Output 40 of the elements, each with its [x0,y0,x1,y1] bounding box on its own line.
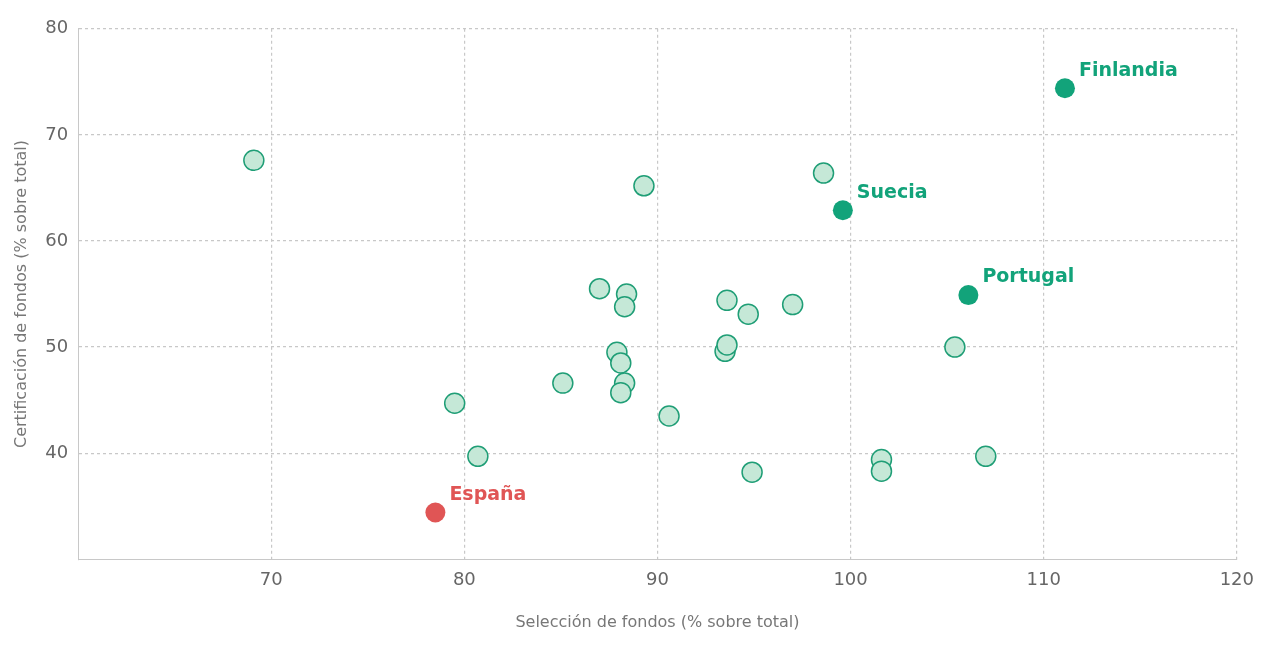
y-tick-label: 60 [45,228,69,250]
point [716,289,738,312]
series-label: España [449,481,527,504]
point [870,460,893,482]
point [443,392,466,415]
series-label: Suecia [856,179,928,202]
y-tick-label: 50 [45,334,69,356]
point [741,461,763,483]
point [975,445,997,468]
y-tick-label: 80 [45,16,69,38]
x-tick-label: 70 [259,567,283,589]
point [243,149,265,172]
point [610,352,632,374]
point [716,334,738,356]
point [958,285,979,306]
point [633,175,655,197]
series-label: Portugal [982,264,1075,287]
x-tick-label: 110 [1026,567,1061,589]
y-tick-label: 70 [45,122,69,144]
point [552,372,574,394]
point [832,200,853,221]
point [613,295,636,318]
point [944,336,966,358]
point [588,277,611,300]
x-tick-label: 100 [833,567,868,589]
point [467,445,489,468]
point [610,381,632,404]
point [781,293,804,316]
series-label: Finlandia [1078,57,1178,80]
x-tick-label: 80 [452,567,476,589]
point [737,303,759,325]
point [812,162,835,184]
point [658,405,680,427]
point [1054,78,1075,99]
y-axis-title: Certificación de fondos (% sobre total) [10,139,30,449]
x-tick-label: 120 [1219,567,1254,589]
y-tick-label: 40 [45,440,69,462]
point [425,502,446,523]
x-tick-label: 90 [646,567,669,589]
x-axis-title: Selección de fondos (% sobre total) [515,611,800,631]
